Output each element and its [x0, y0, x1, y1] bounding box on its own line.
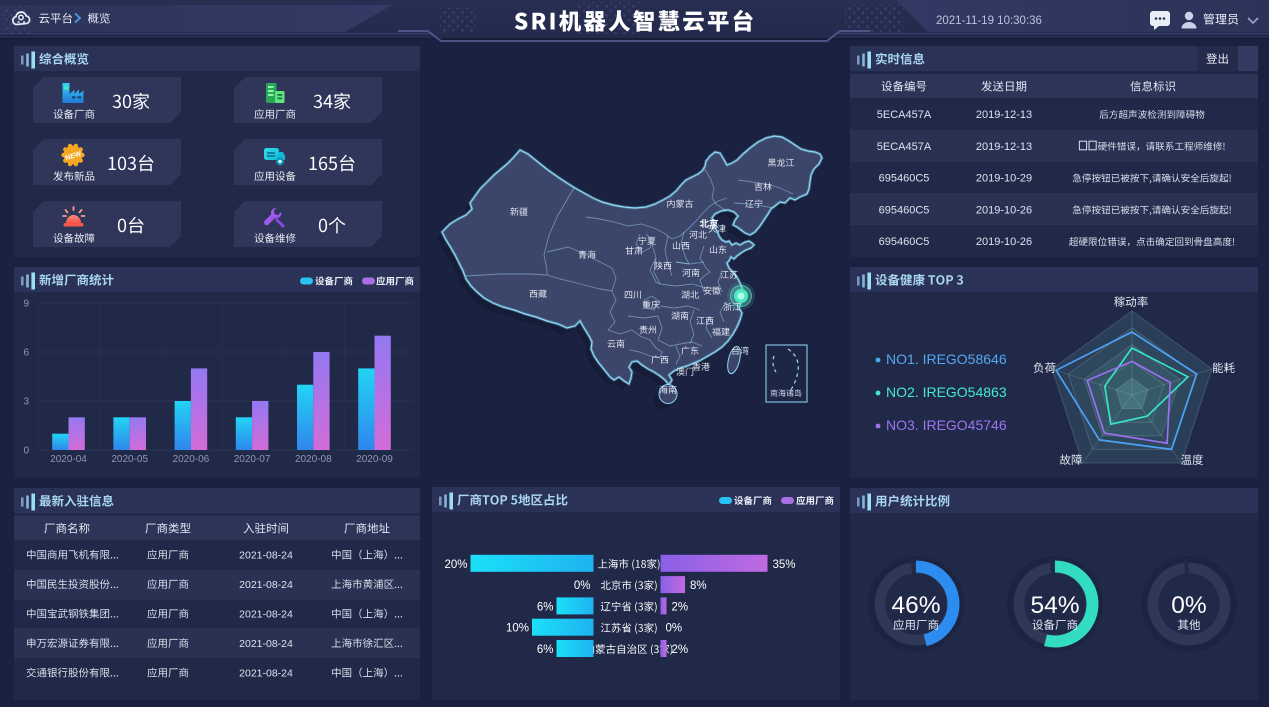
svg-text:0: 0 [23, 446, 29, 457]
svg-text:NEW: NEW [65, 150, 83, 162]
svg-text:5ECA457A: 5ECA457A [877, 109, 932, 121]
svg-text:6%: 6% [537, 644, 554, 656]
svg-text:0%: 0% [1171, 592, 1206, 619]
svg-text:2020-08: 2020-08 [295, 454, 332, 465]
svg-text:46%: 46% [891, 592, 940, 619]
svg-text:2020-06: 2020-06 [173, 454, 210, 465]
svg-text:0%: 0% [574, 580, 591, 592]
svg-text:8%: 8% [690, 580, 707, 592]
svg-text:2019-12-13: 2019-12-13 [976, 109, 1032, 121]
svg-text:2020-05: 2020-05 [111, 454, 148, 465]
svg-text:0%: 0% [666, 623, 683, 635]
svg-text:695460C5: 695460C5 [879, 236, 930, 248]
svg-text:10%: 10% [506, 623, 529, 635]
svg-text:2021-08-24: 2021-08-24 [239, 609, 293, 621]
svg-text:NO3. IREGO45746: NO3. IREGO45746 [886, 417, 1007, 433]
svg-text:2%: 2% [672, 601, 689, 613]
svg-text:20%: 20% [444, 559, 467, 571]
svg-text:2%: 2% [672, 644, 689, 656]
svg-text:9: 9 [23, 299, 29, 310]
svg-text:695460C5: 695460C5 [879, 173, 930, 185]
svg-text:5ECA457A: 5ECA457A [877, 141, 932, 153]
svg-text:6%: 6% [537, 601, 554, 613]
svg-text:2020-07: 2020-07 [234, 454, 271, 465]
svg-text:2019-10-26: 2019-10-26 [976, 204, 1032, 216]
svg-text:35%: 35% [773, 559, 796, 571]
svg-text:54%: 54% [1030, 592, 1079, 619]
svg-text:2021-08-24: 2021-08-24 [239, 579, 293, 591]
svg-text:2021-08-24: 2021-08-24 [239, 638, 293, 650]
svg-text:695460C5: 695460C5 [879, 204, 930, 216]
svg-text:NO2. IREGO54863: NO2. IREGO54863 [886, 384, 1007, 400]
svg-text:3: 3 [23, 397, 29, 408]
svg-text:2019-12-13: 2019-12-13 [976, 141, 1032, 153]
svg-text:2019-10-29: 2019-10-29 [976, 173, 1032, 185]
svg-text:2019-10-26: 2019-10-26 [976, 236, 1032, 248]
svg-text:2021-08-24: 2021-08-24 [239, 668, 293, 680]
svg-text:2021-08-24: 2021-08-24 [239, 550, 293, 562]
svg-text:NO1. IREGO58646: NO1. IREGO58646 [886, 351, 1007, 367]
svg-text:6: 6 [23, 348, 29, 359]
svg-text:2020-09: 2020-09 [356, 454, 393, 465]
svg-text:2020-04: 2020-04 [50, 454, 87, 465]
svg-text:2021-11-19 10:30:36: 2021-11-19 10:30:36 [936, 15, 1042, 27]
